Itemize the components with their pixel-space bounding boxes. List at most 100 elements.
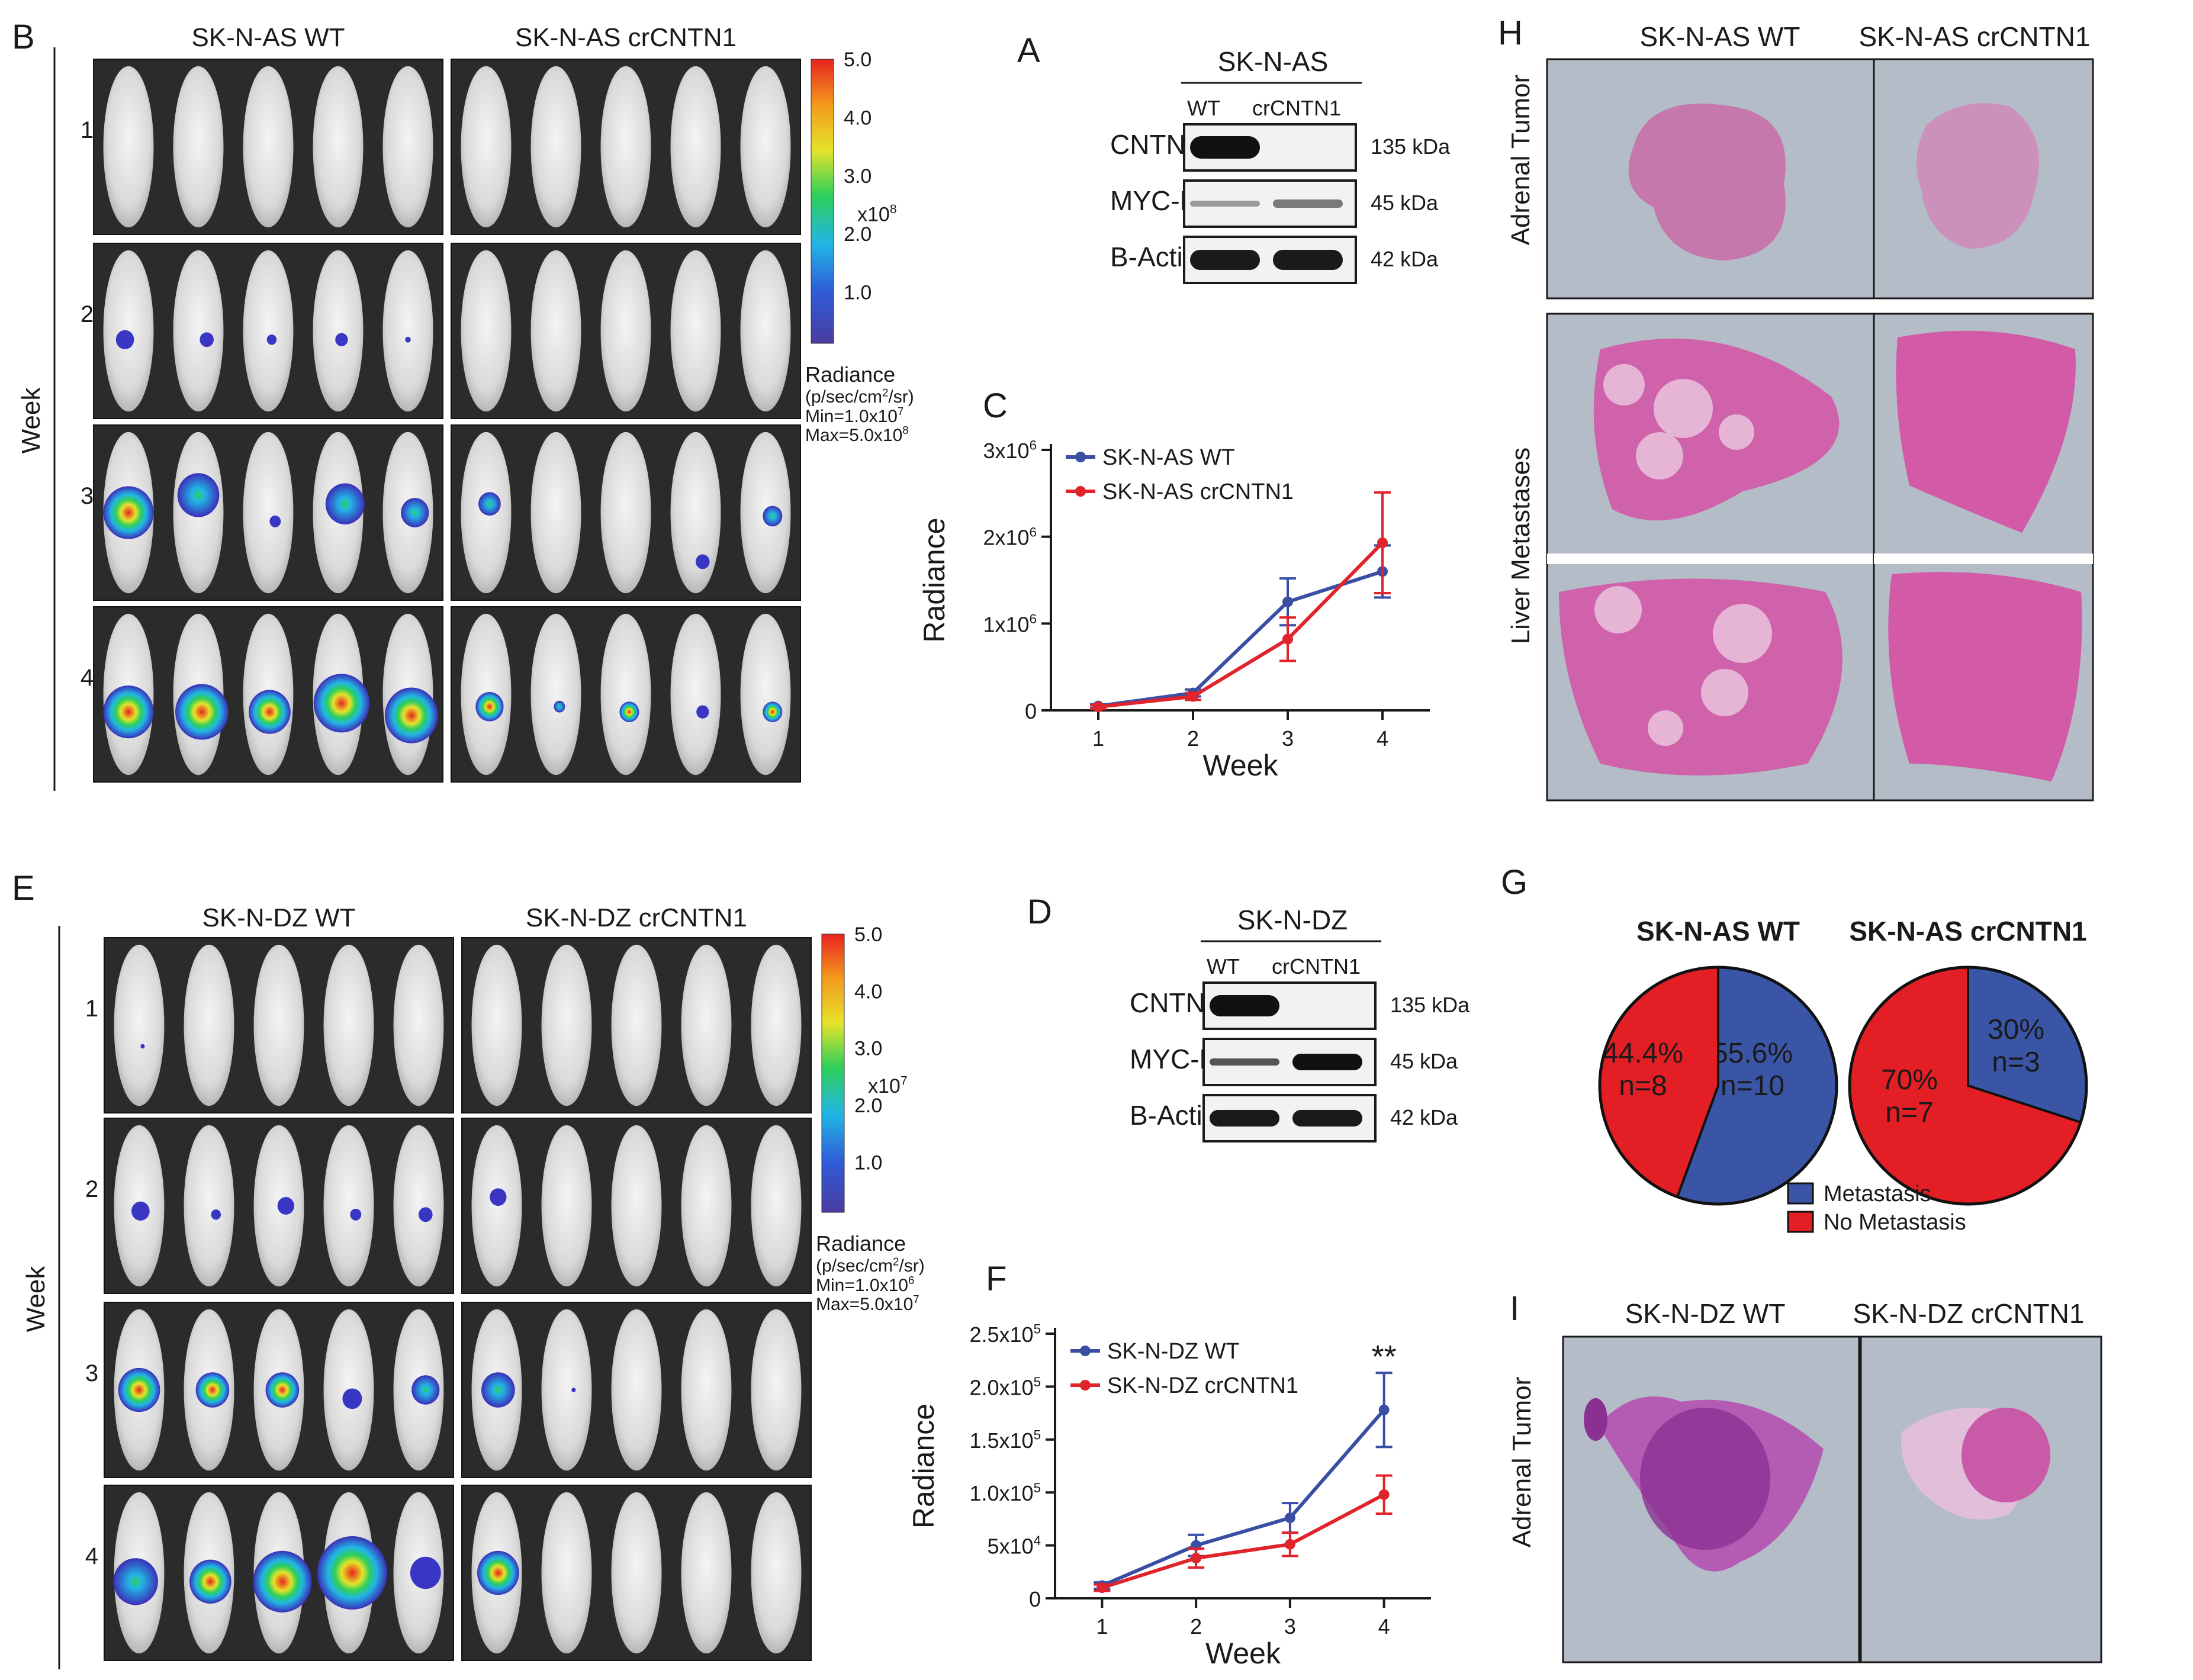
chart-C-ytick-label: 2x106 (983, 524, 1037, 549)
western-A-kda-0: 135 kDa (1371, 134, 1451, 159)
bioluminescence-signal (115, 330, 134, 349)
imaging-top-cr-row-3 (451, 424, 801, 601)
histology-H-liver-cr (1873, 313, 2094, 802)
mouse (670, 613, 721, 775)
mouse (740, 66, 791, 228)
histology-H-row-adrenal: Adrenal Tumor (1506, 75, 1535, 246)
imaging-bottom-cr-row-1 (461, 937, 812, 1113)
chart-F-xtick-label: 2 (1190, 1614, 1202, 1639)
bioluminescence-signal (248, 690, 291, 734)
bioluminescence-signal (211, 1209, 221, 1220)
mouse (600, 66, 651, 228)
histology-H-adrenal-cr (1873, 58, 2094, 300)
bioluminescence-signal (325, 483, 365, 524)
imaging-top-week-2: 2 (81, 301, 94, 327)
bioluminescence-signal (478, 492, 501, 516)
mouse (173, 66, 224, 228)
mouse (313, 66, 364, 228)
mouse (600, 613, 651, 775)
metastasis-nodule (1719, 414, 1754, 450)
mouse (243, 432, 294, 594)
mouse (461, 66, 512, 228)
imaging-bottom-cr-title: SK-N-DZ crCNTN1 (526, 903, 747, 932)
chart-F-ytick-label: 1.0x105 (969, 1481, 1041, 1505)
imaging-top-scale-tick: 2.0 (844, 223, 872, 246)
bioluminescence-signal (266, 334, 277, 345)
pie-G-slice-label-1: 44.4% (1603, 1038, 1683, 1069)
western-A-lane-wt: WT (1187, 96, 1220, 120)
western-A-band (1190, 136, 1260, 159)
bioluminescence-signal (253, 1550, 312, 1613)
imaging-top-scale-tick: 3.0 (844, 165, 872, 188)
bioluminescence-signal (277, 1197, 294, 1215)
chart-F-point (1378, 1489, 1390, 1500)
mouse (740, 250, 791, 412)
imaging-top-radiance-title: Radiance (805, 362, 895, 387)
bioluminescence-signal (189, 1559, 231, 1604)
imaging-bottom-wt-title: SK-N-DZ WT (202, 903, 355, 932)
western-A-band (1190, 201, 1260, 207)
imaging-top-cr-row-1 (451, 59, 801, 235)
mouse (393, 1125, 444, 1287)
chart-F-series-line-0 (1101, 1408, 1385, 1588)
imaging-bottom-wt-row-4 (104, 1485, 454, 1661)
pie-G2-slice-n-1: n=7 (1885, 1097, 1933, 1128)
mouse (600, 250, 651, 412)
chart-F-legend-marker (1080, 1346, 1091, 1356)
metastasis-nodule (1648, 710, 1683, 746)
chart-C-ytick-label: 1x106 (983, 612, 1037, 636)
western-D-kda-2: 42 kDa (1390, 1105, 1458, 1129)
mouse (611, 1492, 662, 1654)
mouse (670, 432, 721, 594)
histology-H-cr-title: SK-N-AS crCNTN1 (1858, 21, 2090, 52)
tile-divider (1547, 553, 1874, 564)
mouse (751, 1125, 802, 1287)
metastasis-nodule (1603, 364, 1645, 405)
chart-C-ylabel: Radiance (918, 517, 951, 642)
western-D-cell-line: SK-N-DZ (1237, 905, 1348, 935)
imaging-bottom-wt-row-2 (104, 1118, 454, 1294)
imaging-bottom-cr-row-3 (461, 1302, 812, 1478)
chart-F-ytick-label: 0 (1029, 1587, 1041, 1611)
tissue-section (1628, 104, 1786, 260)
imaging-top-cr-row-4 (451, 606, 801, 783)
imaging-bottom-wt-row-3 (104, 1302, 454, 1478)
pie-G2: SK-N-AS crCNTN1 30%n=3 70%n=7 (1848, 916, 2088, 1206)
western-A-band (1273, 250, 1343, 270)
western-D-band (1292, 1110, 1362, 1127)
tumor-mass (1962, 1408, 2050, 1502)
histology-H-liver-wt (1546, 313, 1876, 802)
mouse (461, 250, 512, 412)
chart-C-point (1093, 701, 1104, 713)
pie-G2-title: SK-N-AS crCNTN1 (1849, 916, 2086, 947)
mouse (681, 1309, 732, 1471)
histology-H-row-liver: Liver Metastases (1506, 448, 1535, 645)
bioluminescence-signal (763, 506, 783, 527)
mouse (253, 944, 304, 1106)
imaging-bottom-radiance-unit: (p/sec/cm2/sr) (816, 1256, 925, 1276)
imaging-bottom-scale-tick: 2.0 (854, 1095, 882, 1117)
metastasis-nodule (1713, 604, 1772, 663)
mouse (393, 944, 444, 1106)
bioluminescence-signal (385, 687, 438, 744)
metastasis-nodule (1654, 379, 1713, 438)
mouse (751, 1309, 802, 1471)
bioluminescence-signal (342, 1388, 362, 1409)
bioluminescence-signal (103, 486, 154, 539)
mouse (530, 66, 581, 228)
chart-F-xtick-label: 1 (1096, 1614, 1108, 1639)
bioluminescence-signal (411, 1375, 440, 1405)
chart-F-point (1378, 1404, 1390, 1415)
chart-F-point (1284, 1539, 1295, 1550)
mouse (600, 432, 651, 594)
chart-C-point (1377, 537, 1388, 548)
imaging-bottom-week-label: Week (21, 1266, 50, 1333)
pie-legend-swatch-0 (1787, 1182, 1814, 1205)
mouse (541, 1492, 592, 1654)
panel-letter-B: B (12, 18, 35, 56)
chart-C-legend-label-0: SK-N-AS WT (1102, 445, 1235, 470)
histology-I-cr-title: SK-N-DZ crCNTN1 (1853, 1298, 2085, 1329)
bioluminescence-signal (554, 700, 565, 713)
tumor-mass (1640, 1408, 1770, 1550)
